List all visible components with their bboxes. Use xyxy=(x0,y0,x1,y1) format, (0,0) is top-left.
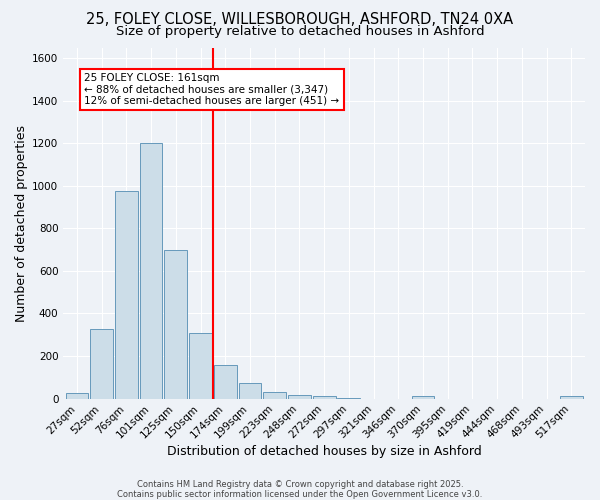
Bar xyxy=(412,396,434,398)
Text: 25 FOLEY CLOSE: 161sqm
← 88% of detached houses are smaller (3,347)
12% of semi-: 25 FOLEY CLOSE: 161sqm ← 88% of detached… xyxy=(84,73,340,106)
Text: 25, FOLEY CLOSE, WILLESBOROUGH, ASHFORD, TN24 0XA: 25, FOLEY CLOSE, WILLESBOROUGH, ASHFORD,… xyxy=(86,12,514,28)
Text: Contains HM Land Registry data © Crown copyright and database right 2025.: Contains HM Land Registry data © Crown c… xyxy=(137,480,463,489)
Bar xyxy=(214,364,236,398)
Bar xyxy=(560,396,583,398)
Bar xyxy=(115,191,138,398)
Bar xyxy=(65,394,88,398)
Bar xyxy=(189,332,212,398)
Text: Size of property relative to detached houses in Ashford: Size of property relative to detached ho… xyxy=(116,25,484,38)
Bar xyxy=(90,330,113,398)
Y-axis label: Number of detached properties: Number of detached properties xyxy=(15,124,28,322)
Bar xyxy=(313,396,335,398)
Bar xyxy=(239,382,262,398)
X-axis label: Distribution of detached houses by size in Ashford: Distribution of detached houses by size … xyxy=(167,444,482,458)
Bar xyxy=(288,396,311,398)
Bar xyxy=(164,250,187,398)
Bar xyxy=(140,144,163,398)
Text: Contains public sector information licensed under the Open Government Licence v3: Contains public sector information licen… xyxy=(118,490,482,499)
Bar xyxy=(263,392,286,398)
